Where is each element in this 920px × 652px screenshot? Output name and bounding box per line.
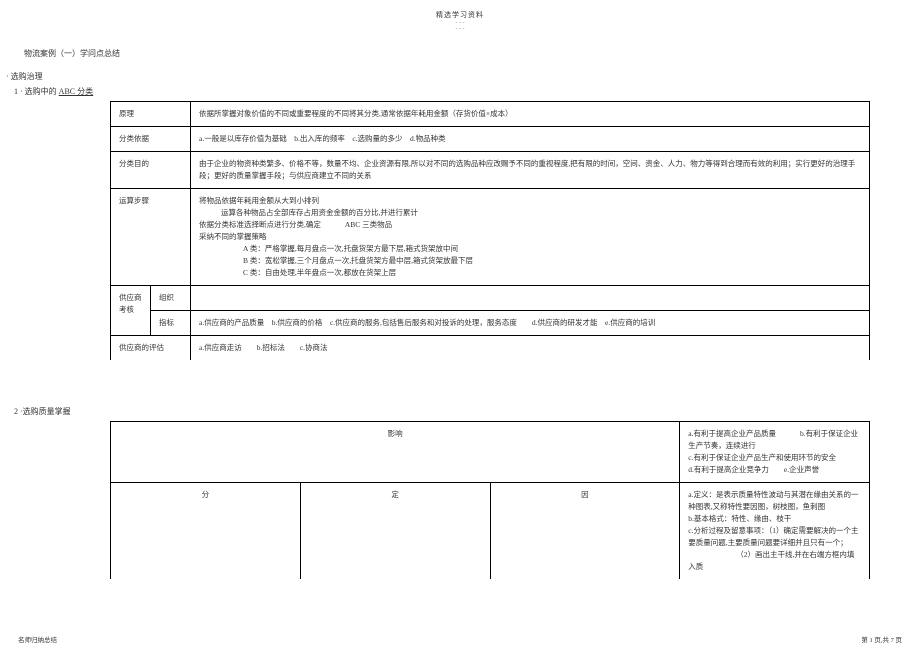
cell-sublabel: 指标 xyxy=(151,311,191,336)
table-row: 分 定 因 a.定义：是表示质量特性波动与其潜在缘由关系的一种图表,又称特性要因… xyxy=(111,483,870,580)
cell-label: 分类依据 xyxy=(111,127,191,152)
cell-content: 由于企业的物资种类繁多、价格不等，数量不均、企业资源有限,所以对不同的选购品种应… xyxy=(191,152,870,189)
table-row: 指标 a.供应商的产品质量 b.供应商的价格 c.供应商的服务,包括售后服务和对… xyxy=(111,311,870,336)
content-line: a.有利于提高企业产品质量b.有利于保证企业生产节奏，连续进行 xyxy=(688,428,861,452)
table-row: 供应商的评估 a.供应商走访 b.招标法 c.协商法 xyxy=(111,336,870,361)
step-line: B 类：宽松掌握,三个月盘点一次,托盘货架方最中层,箱式货架放最下层 xyxy=(199,255,861,267)
content-part: c.分析过程及留意事项：（1）确定需要解决的一个主要质量问题,主要质量问题要详细… xyxy=(688,526,858,547)
header-dots: - - -- - - xyxy=(0,20,920,32)
table-row: 运算步骤 将物品依据年耗用金额从大到小排列 运算各种物品占全部库存占用资金金额的… xyxy=(111,189,870,286)
cell-label: 定 xyxy=(300,483,490,580)
cell-label: 原理 xyxy=(111,102,191,127)
cell-label: 供应商的评估 xyxy=(111,336,191,361)
cell-content: a.定义：是表示质量特性波动与其潜在缘由关系的一种图表,又称特性要因图，树枝图，… xyxy=(680,483,870,580)
document-title: 物流案例（一）学问点总结 xyxy=(24,48,920,59)
cell-label: 影响 xyxy=(111,422,680,483)
cell-content xyxy=(191,286,870,311)
table-row: 影响 a.有利于提高企业产品质量b.有利于保证企业生产节奏，连续进行 c.有利于… xyxy=(111,422,870,483)
content-line: c.分析过程及留意事项：（1）确定需要解决的一个主要质量问题,主要质量问题要详细… xyxy=(688,525,861,573)
header-watermark: 精选学习资料 xyxy=(0,0,920,20)
content-line: c.有利于保证企业产品生产和使用环节的安全 d.有利于提高企业竞争力 e.企业声… xyxy=(688,452,861,476)
section-heading-1: · 选购治理 xyxy=(6,71,920,82)
step-line: 运算各种物品占全部库存占用资金金额的百分比,并进行累计 xyxy=(199,207,861,219)
step-line: 将物品依据年耗用金额从大到小排列 xyxy=(199,195,861,207)
content-part: （2）画出主干线,并在右端方框内填入质 xyxy=(688,550,854,571)
subheading-underline: ABC 分类 xyxy=(59,87,93,96)
cell-label: 供应商考核 xyxy=(111,286,151,336)
cell-label: 因 xyxy=(490,483,680,580)
table-row: 分类目的 由于企业的物资种类繁多、价格不等，数量不均、企业资源有限,所以对不同的… xyxy=(111,152,870,189)
cell-sublabel: 组织 xyxy=(151,286,191,311)
content-line: a.定义：是表示质量特性波动与其潜在缘由关系的一种图表,又称特性要因图，树枝图，… xyxy=(688,489,861,513)
content-line: b.基本格式：特性、缘由、枝干 xyxy=(688,513,861,525)
step-line: 采纳不同的掌握策略 xyxy=(199,231,861,243)
cell-content: 依据所掌握对象价值的不同或重要程度的不同将其分类,通常依据年耗用金额（存货价值×… xyxy=(191,102,870,127)
cell-content: a.一般是以库存价值为基础 b.出入库的频率 c.选购量的多少 d.物品种类 xyxy=(191,127,870,152)
cell-content: a.供应商走访 b.招标法 c.协商法 xyxy=(191,336,870,361)
footer-left: 名师归纳总结 xyxy=(18,634,57,644)
step-line: 依据分类标准选择断点进行分类,确定 ABC 三类物品 xyxy=(199,219,861,231)
table-row: 分类依据 a.一般是以库存价值为基础 b.出入库的频率 c.选购量的多少 d.物… xyxy=(111,127,870,152)
page-footer: 名师归纳总结 第 1 页,共 7 页 xyxy=(0,634,920,644)
cell-content: a.有利于提高企业产品质量b.有利于保证企业生产节奏，连续进行 c.有利于保证企… xyxy=(680,422,870,483)
cell-label: 分类目的 xyxy=(111,152,191,189)
cell-label: 运算步骤 xyxy=(111,189,191,286)
table-row: 原理 依据所掌握对象价值的不同或重要程度的不同将其分类,通常依据年耗用金额（存货… xyxy=(111,102,870,127)
cell-content: 将物品依据年耗用金额从大到小排列 运算各种物品占全部库存占用资金金额的百分比,并… xyxy=(191,189,870,286)
table-abc-classification: 原理 依据所掌握对象价值的不同或重要程度的不同将其分类,通常依据年耗用金额（存货… xyxy=(110,101,870,360)
table-row: 供应商考核 组织 xyxy=(111,286,870,311)
table-quality-control: 影响 a.有利于提高企业产品质量b.有利于保证企业生产节奏，连续进行 c.有利于… xyxy=(110,421,870,579)
cell-content: a.供应商的产品质量 b.供应商的价格 c.供应商的服务,包括售后服务和对投诉的… xyxy=(191,311,870,336)
subheading-prefix: 1 · 选购中的 xyxy=(14,87,57,96)
step-line: C 类：自由处理,半年盘点一次,都放在货架上层 xyxy=(199,267,861,279)
footer-right: 第 1 页,共 7 页 xyxy=(861,634,902,644)
step-text: 依据分类标准选择断点进行分类,确定 xyxy=(199,220,321,229)
subheading-1: 1 · 选购中的 ABC 分类 xyxy=(14,86,920,97)
step-text-b: ABC 三类物品 xyxy=(345,220,392,229)
step-line: A 类：严格掌握,每月盘点一次,托盘货架方最下层,箱式货架放中间 xyxy=(199,243,861,255)
cell-label: 分 xyxy=(111,483,301,580)
content-part: a.有利于提高企业产品质量 xyxy=(688,429,776,438)
subheading-2: 2 ·选购质量掌握 xyxy=(14,406,920,417)
